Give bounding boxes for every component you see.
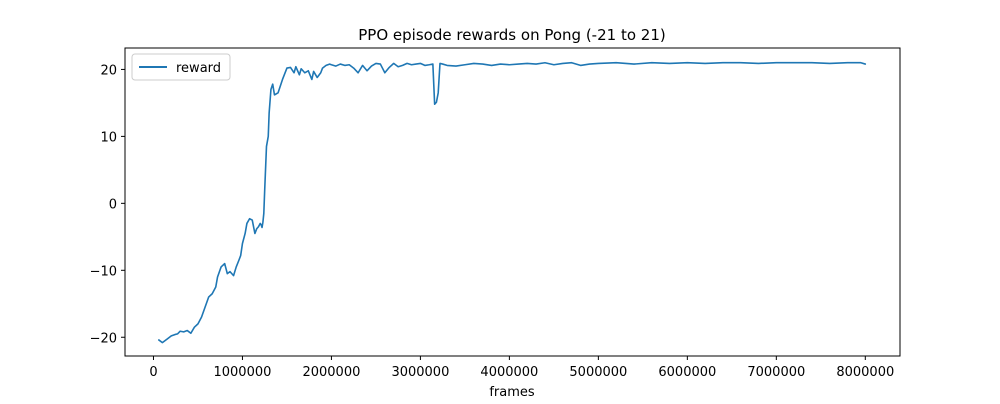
x-tick-label: 5000000 — [569, 365, 627, 380]
plot-area: 0 1000000 2000000 3000000 4000000 5000000 6000… — [90, 47, 901, 380]
y-tick-label: 20 — [100, 63, 117, 78]
x-tick-label: 0 — [149, 365, 157, 380]
y-tick-label: 10 — [100, 130, 117, 145]
plot-frame — [124, 47, 901, 357]
legend-box — [131, 53, 231, 81]
x-axis-label: frames — [489, 385, 535, 400]
x-tick-label: 8000000 — [836, 365, 894, 380]
chart-title: PPO episode rewards on Pong (-21 to 21) — [358, 26, 665, 44]
x-tick-label: 6000000 — [658, 365, 716, 380]
y-tick-label: −10 — [90, 264, 117, 279]
x-tick-label: 2000000 — [302, 365, 360, 380]
legend: reward — [131, 53, 231, 81]
x-tick-label: 4000000 — [480, 365, 538, 380]
y-tick-label: −20 — [90, 331, 117, 346]
series-line-reward — [158, 61, 867, 344]
legend-label-reward: reward — [176, 61, 221, 76]
x-tick-label: 1000000 — [213, 365, 271, 380]
y-tick-label: 0 — [109, 197, 117, 212]
x-tick-label: 7000000 — [747, 365, 805, 380]
x-tick-label: 3000000 — [391, 365, 449, 380]
